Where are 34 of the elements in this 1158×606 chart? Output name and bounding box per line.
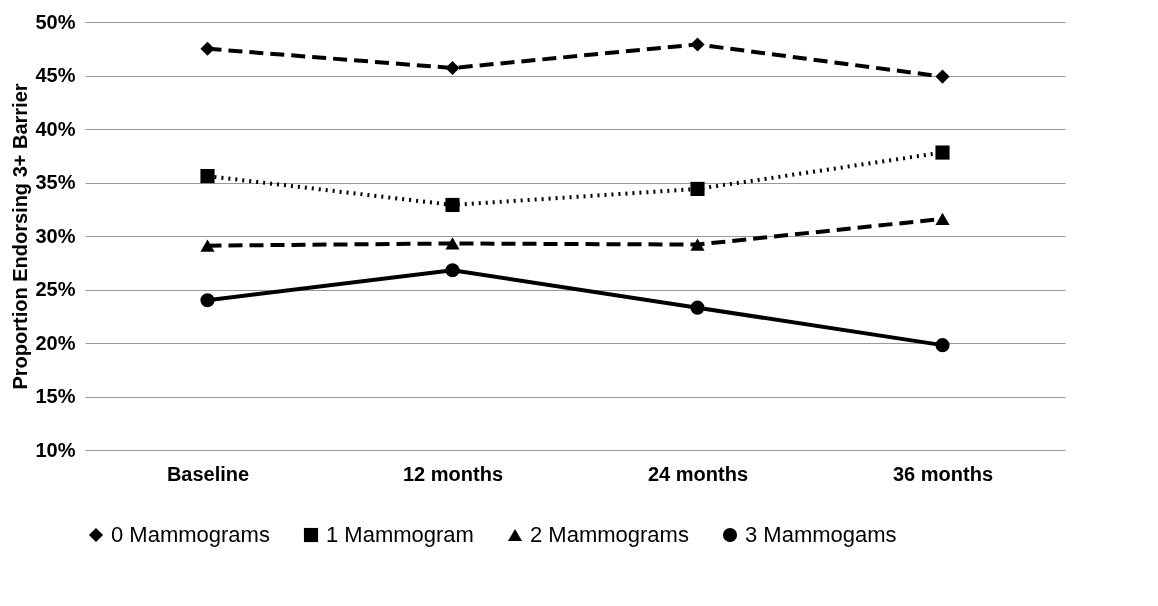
legend-label: 3 Mammogams <box>745 522 897 547</box>
y-tick-label: 35% <box>35 171 76 193</box>
y-tick-label: 15% <box>35 385 76 407</box>
point <box>935 145 950 160</box>
y-tick-label: 20% <box>35 331 76 354</box>
point <box>445 197 460 213</box>
point <box>445 237 460 250</box>
point <box>690 181 705 196</box>
point <box>935 212 950 225</box>
point <box>690 37 705 52</box>
legend-label: 0 Mammograms <box>111 522 270 547</box>
legend-label: 1 Mammogram <box>326 522 474 547</box>
x-tick-label: 24 months <box>647 462 749 485</box>
point <box>445 60 460 76</box>
y-tick-label: 45% <box>35 64 76 86</box>
point <box>200 41 215 56</box>
x-tick-label: Baseline <box>166 462 250 485</box>
y-tick-label: 25% <box>35 278 76 300</box>
y-tick-label: 10% <box>35 438 76 461</box>
x-tick-label: 36 months <box>892 462 994 485</box>
point <box>690 238 705 251</box>
x-tick-label: 12 months <box>402 462 504 485</box>
y-axis-title: Proportion Endorsing 3+ Barrier <box>9 83 32 390</box>
y-tick-label: 30% <box>35 224 76 247</box>
point <box>690 300 705 315</box>
point <box>200 239 215 252</box>
point <box>200 169 215 184</box>
y-tick-label: 50% <box>35 10 76 33</box>
point <box>200 293 215 308</box>
point <box>445 263 460 278</box>
point <box>935 338 950 353</box>
point <box>935 69 950 84</box>
y-tick-label: 40% <box>35 117 76 140</box>
legend-label: 2 Mammograms <box>530 522 689 547</box>
